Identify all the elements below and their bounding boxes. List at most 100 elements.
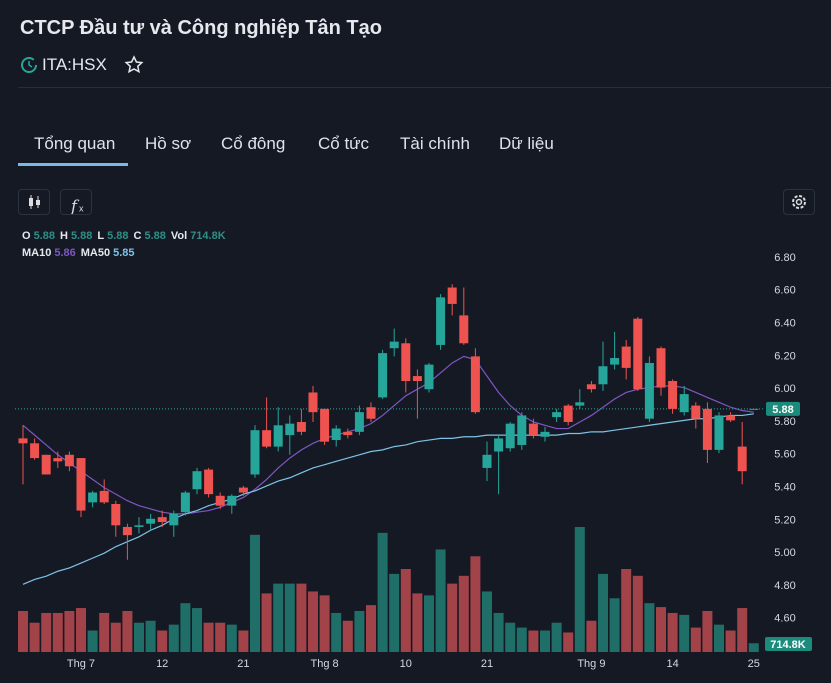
candle-body bbox=[354, 412, 364, 432]
volume-bar bbox=[122, 610, 133, 652]
last-price-tag bbox=[766, 401, 800, 416]
candle-body bbox=[76, 458, 86, 511]
ticker: ITA:HSX bbox=[42, 55, 107, 74]
volume-bar bbox=[435, 549, 446, 652]
volume-bar bbox=[273, 583, 284, 652]
volume-bar bbox=[563, 632, 574, 652]
volume-bar bbox=[145, 620, 156, 652]
y-tick-label: 5.40 bbox=[774, 482, 795, 494]
candle-body bbox=[227, 495, 237, 506]
candle-body bbox=[412, 376, 422, 381]
volume-bar bbox=[551, 622, 562, 652]
volume-bar bbox=[250, 534, 260, 652]
candle-body bbox=[668, 381, 678, 409]
volume-bar bbox=[284, 583, 295, 652]
volume-bar bbox=[296, 583, 307, 652]
candle-body bbox=[517, 415, 527, 445]
candle-body bbox=[726, 415, 736, 421]
candle-body bbox=[447, 287, 457, 304]
x-tick-label: Thg 8 bbox=[311, 658, 339, 670]
candle-body bbox=[528, 423, 538, 436]
candle-body bbox=[331, 428, 341, 441]
volume-bar bbox=[412, 593, 423, 652]
candle-body bbox=[215, 495, 225, 506]
tab[interactable]: Dữ liệu bbox=[499, 134, 554, 153]
candle-body bbox=[424, 364, 434, 390]
candle-body bbox=[273, 425, 283, 447]
svg-text:f: f bbox=[70, 197, 80, 215]
y-tick-label: 5.00 bbox=[774, 547, 795, 559]
ma-legend: MA10 5.86 MA50 5.85 bbox=[22, 247, 140, 259]
candle-body bbox=[737, 446, 747, 472]
volume-bar bbox=[110, 622, 121, 652]
candle-body bbox=[436, 297, 446, 345]
y-tick-label: 6.20 bbox=[774, 350, 795, 362]
legend-label: C bbox=[133, 230, 142, 242]
candle-body bbox=[111, 504, 121, 526]
candle-body bbox=[691, 405, 701, 419]
status-icon bbox=[21, 57, 37, 73]
volume-bar bbox=[168, 624, 179, 652]
candle-body bbox=[296, 422, 306, 432]
volume-bar bbox=[226, 624, 237, 652]
tab[interactable]: Cổ đông bbox=[221, 134, 286, 153]
y-tick-label: 6.80 bbox=[774, 252, 795, 264]
volume-bar bbox=[447, 583, 458, 652]
candle-body bbox=[575, 402, 585, 406]
volume-bar bbox=[64, 610, 75, 652]
volume-bar bbox=[215, 622, 226, 652]
star-button[interactable] bbox=[124, 55, 144, 75]
candle-body bbox=[169, 513, 179, 526]
ma-line bbox=[22, 413, 754, 585]
volume-bar bbox=[505, 622, 516, 652]
candle-body bbox=[702, 408, 712, 450]
x-tick-label: Thg 9 bbox=[577, 658, 605, 670]
x-tick-label: 21 bbox=[237, 658, 249, 670]
candle-body bbox=[552, 412, 562, 418]
candle-body bbox=[30, 443, 40, 459]
volume-bar bbox=[180, 603, 191, 652]
volume-bar bbox=[574, 527, 585, 652]
divider bbox=[18, 87, 831, 88]
candle-body bbox=[459, 315, 469, 344]
volume-bar bbox=[18, 610, 28, 652]
candle-body bbox=[378, 353, 388, 398]
candle-body bbox=[749, 408, 759, 410]
tab[interactable]: Hồ sơ bbox=[145, 134, 192, 153]
candle-body bbox=[204, 469, 214, 495]
candle-body bbox=[157, 517, 167, 523]
volume-bar bbox=[389, 573, 400, 652]
tab[interactable]: Tài chính bbox=[400, 134, 470, 153]
candle-body bbox=[262, 430, 272, 447]
candle-body bbox=[18, 438, 28, 444]
settings-button[interactable] bbox=[783, 189, 815, 215]
candle-body bbox=[482, 454, 492, 468]
candle-body bbox=[320, 408, 330, 442]
volume-bar bbox=[702, 610, 713, 652]
candle-body bbox=[505, 423, 515, 449]
volume-bar bbox=[76, 608, 86, 652]
tab[interactable]: Cổ tức bbox=[318, 134, 370, 153]
candle-body bbox=[41, 454, 51, 475]
candle-body bbox=[656, 348, 666, 388]
y-tick-label: 5.20 bbox=[774, 514, 795, 526]
volume-bar bbox=[644, 603, 655, 652]
volume-bar bbox=[29, 622, 40, 652]
chart-type-button[interactable] bbox=[18, 189, 50, 215]
x-tick-label: 21 bbox=[481, 658, 493, 670]
candle-body bbox=[180, 492, 190, 513]
volume-bar bbox=[714, 624, 724, 652]
company-title: CTCP Đầu tư và Công nghiệp Tân Tạo bbox=[20, 17, 382, 39]
candle-body bbox=[633, 318, 643, 390]
volume-bar bbox=[679, 614, 690, 652]
legend-label: MA50 bbox=[80, 247, 111, 259]
legend-value: 5.88 bbox=[70, 230, 93, 242]
volume-bar bbox=[99, 612, 110, 652]
last-volume-label: 714.8K bbox=[770, 639, 806, 651]
legend-label: O bbox=[22, 230, 31, 242]
legend-value: 714.8K bbox=[190, 230, 226, 242]
y-tick-label: 6.40 bbox=[774, 318, 795, 330]
tab[interactable]: Tổng quan bbox=[34, 134, 116, 153]
